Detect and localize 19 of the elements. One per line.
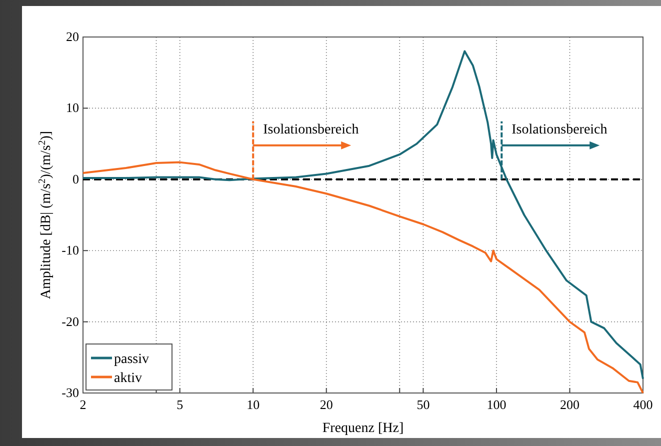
annotation: Isolationsbereich — [263, 122, 359, 138]
annotation: Isolationsbereich — [512, 122, 608, 138]
x-tick-label: 20 — [320, 397, 333, 412]
y-tick-label: -20 — [62, 314, 79, 329]
y-tick-label: 20 — [66, 29, 79, 44]
y-tick-label: -30 — [62, 385, 79, 400]
x-tick-label: 400 — [633, 397, 653, 412]
x-tick-label: 200 — [560, 397, 580, 412]
x-axis-title: Frequenz [Hz] — [322, 421, 404, 436]
legend-label: aktiv — [114, 371, 142, 386]
x-tick-label: 2 — [80, 397, 86, 412]
legend-label: passiv — [114, 352, 149, 367]
x-tick-label: 50 — [416, 397, 430, 412]
y-tick-label: 10 — [66, 100, 79, 116]
y-tick-label: -10 — [62, 242, 79, 258]
x-tick-label: 10 — [246, 397, 260, 412]
y-tick-label: 0 — [72, 171, 79, 186]
x-tick-label: 5 — [176, 397, 184, 412]
x-tick-label: 100 — [486, 397, 506, 412]
